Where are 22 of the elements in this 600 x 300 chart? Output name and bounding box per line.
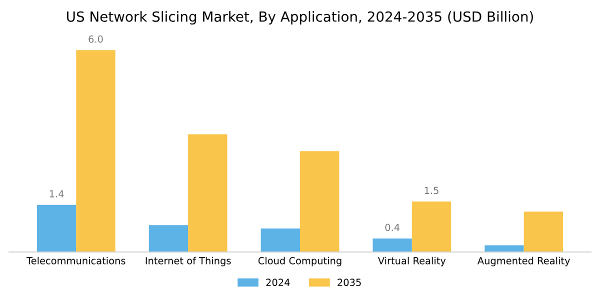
bar bbox=[148, 225, 188, 252]
bar bbox=[372, 238, 412, 252]
bar bbox=[300, 151, 340, 252]
bar bbox=[36, 204, 76, 252]
x-tick-label: Augmented Reality bbox=[477, 256, 570, 266]
bar bbox=[188, 134, 228, 252]
data-label: 0.4 bbox=[385, 224, 400, 232]
data-label: 1.5 bbox=[424, 186, 438, 194]
chart-title: US Network Slicing Market, By Application, 2024-2035 (USD Billion) bbox=[67, 11, 533, 25]
x-tick-label: Virtual Reality bbox=[378, 256, 446, 266]
legend-label: 2035 bbox=[338, 278, 361, 286]
data-label: 6.0 bbox=[88, 35, 103, 43]
x-tick-label: Internet of Things bbox=[146, 256, 231, 266]
data-label: 1.4 bbox=[50, 190, 64, 198]
bar bbox=[524, 212, 564, 252]
legend-label: 2024 bbox=[266, 278, 290, 286]
bar bbox=[484, 245, 524, 252]
x-tick-label: Cloud Computing bbox=[258, 256, 342, 266]
bar bbox=[76, 50, 116, 252]
x-tick-label: Telecommunications bbox=[26, 256, 126, 264]
bar bbox=[260, 228, 300, 252]
bar bbox=[412, 202, 452, 252]
